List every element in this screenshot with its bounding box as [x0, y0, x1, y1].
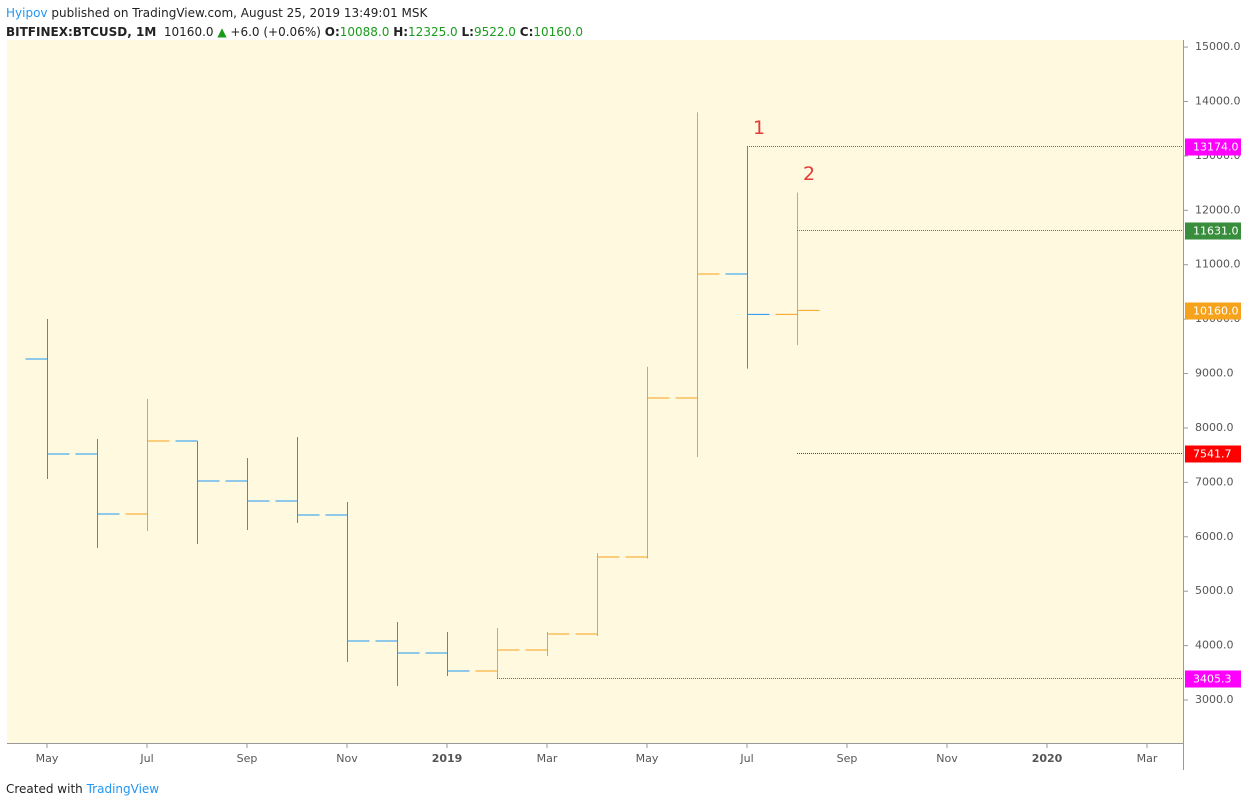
x-tick-label: Sep: [237, 752, 258, 765]
x-tick-label: Mar: [1137, 752, 1158, 765]
price-label-box: [1185, 302, 1241, 320]
price-label-box: [1185, 445, 1241, 463]
price-label: 11631.0: [1193, 225, 1239, 238]
y-tick-label: 15000.0: [1195, 40, 1241, 53]
x-tick-label: Nov: [936, 752, 958, 765]
o-label: O:: [324, 25, 340, 39]
y-tick-label: 3000.0: [1195, 693, 1234, 706]
x-tick-label: 2019: [432, 752, 463, 765]
x-tick-label: Sep: [837, 752, 858, 765]
l: 9522.0: [473, 25, 516, 39]
y-tick-label: 9000.0: [1195, 367, 1234, 380]
price-label-box: [1185, 670, 1241, 688]
annotation: 2: [803, 163, 815, 185]
y-tick-label: 12000.0: [1195, 203, 1241, 216]
header: Hyipov published on TradingView.com, Aug…: [6, 4, 583, 42]
annotation: 1: [753, 117, 765, 139]
x-tick-label: May: [636, 752, 659, 765]
y-tick-label: 8000.0: [1195, 421, 1234, 434]
plot: 12: [25, 112, 1183, 686]
x-tick-label: Nov: [336, 752, 358, 765]
quote-line: BITFINEX:BTCUSD, 1M 10160.0 ▲ +6.0 (+0.0…: [6, 23, 583, 42]
footer: Created with TradingView: [6, 782, 159, 796]
x-tick-label: 2020: [1032, 752, 1063, 765]
symbol: BITFINEX:BTCUSD, 1M: [6, 25, 157, 39]
x-tick-label: Jul: [739, 752, 753, 765]
o: 10088.0: [339, 25, 390, 39]
author[interactable]: Hyipov: [6, 6, 48, 20]
plot-background: [7, 40, 1183, 743]
publish-line: Hyipov published on TradingView.com, Aug…: [6, 4, 583, 23]
y-tick-label: 14000.0: [1195, 94, 1241, 107]
price-label-box: [1185, 222, 1241, 240]
h-label: H:: [393, 25, 409, 39]
price-label: 3405.3: [1193, 673, 1232, 686]
x-tick-label: Mar: [537, 752, 558, 765]
arrow: ▲: [217, 25, 227, 39]
x-tick-label: May: [36, 752, 59, 765]
h: 12325.0: [408, 25, 458, 39]
y-tick-label: 6000.0: [1195, 530, 1234, 543]
x-tick-label: Jul: [139, 752, 153, 765]
published: published on TradingView.com, August 25,…: [51, 6, 428, 20]
price-label: 10160.0: [1193, 305, 1239, 318]
y-tick-label: 11000.0: [1195, 258, 1241, 271]
c-label: C:: [519, 25, 534, 39]
price-label: 13174.0: [1193, 141, 1239, 154]
created: Created with: [6, 782, 83, 796]
y-tick-label: 4000.0: [1195, 639, 1234, 652]
change: +6.0 (+0.06%): [230, 25, 321, 39]
price-label-box: [1185, 138, 1241, 156]
l-label: L:: [461, 25, 474, 39]
c: 10160.0: [533, 25, 584, 39]
y-tick-label: 5000.0: [1195, 584, 1234, 597]
price-label: 7541.7: [1193, 448, 1232, 461]
y-tick-label: 7000.0: [1195, 475, 1234, 488]
last: 10160.0: [163, 25, 214, 39]
brand[interactable]: TradingView: [86, 782, 160, 796]
